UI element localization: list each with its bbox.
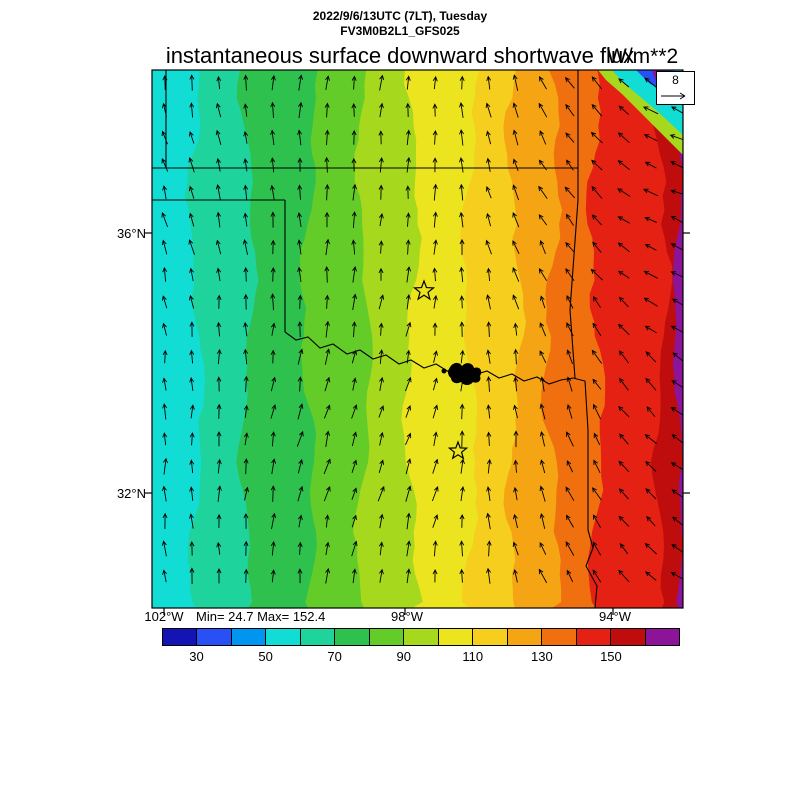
model-line: FV3M0B2L1_GFS025 <box>340 24 460 38</box>
colorbar-segment <box>335 629 370 645</box>
wind-vectors <box>161 74 683 585</box>
lat-label-36n: 36°N <box>116 226 146 241</box>
colorbar-segment <box>300 629 336 645</box>
lat-label-32n: 32°N <box>116 486 146 501</box>
map-frame <box>151 69 684 609</box>
colorbar-segment <box>438 629 474 645</box>
colorbar-tick-label: 150 <box>600 649 622 664</box>
reference-arrow-icon <box>661 92 686 100</box>
colorbar-tick-label: 30 <box>189 649 204 664</box>
lon-label-102w: 102°W <box>144 609 184 624</box>
plot-title: instantaneous surface downward shortwave… <box>165 43 635 68</box>
flux-bands <box>152 70 683 608</box>
units-label: W/m**2 <box>607 45 679 68</box>
lon-label-94w: 94°W <box>599 609 631 624</box>
colorbar-tick-label: 50 <box>258 649 273 664</box>
state-borders <box>152 70 598 608</box>
colorbar-segment <box>231 629 267 645</box>
colorbar-tick-label: 90 <box>396 649 411 664</box>
colorbar-tick-label: 110 <box>462 649 484 664</box>
colorbar-segment <box>163 629 198 645</box>
lon-label-98w: 98°W <box>391 609 423 624</box>
datetime-line: 2022/9/6/13UTC (7LT), Tuesday <box>312 9 488 23</box>
colorbar-tick-label: 70 <box>327 649 342 664</box>
colorbar-segment <box>266 629 301 645</box>
colorbar-segment <box>611 629 646 645</box>
star-markers <box>412 279 469 460</box>
colorbar-segment <box>542 629 577 645</box>
star-marker-south <box>447 440 469 460</box>
colorbar-segment <box>197 629 232 645</box>
colorbar-segment <box>507 629 543 645</box>
minmax-stats: Min= 24.7 Max= 152.4 <box>196 609 326 624</box>
axis-ticks <box>145 232 690 615</box>
colorbar-tick-label: 130 <box>531 649 553 664</box>
colorbar-segment <box>473 629 508 645</box>
lake-texoma <box>441 362 482 385</box>
colorbar-segment <box>645 629 680 645</box>
colorbar-segment <box>404 629 439 645</box>
star-marker-north <box>412 279 436 301</box>
colorbar-segment <box>369 629 405 645</box>
reference-vector-value: 8 <box>672 73 679 87</box>
colorbar-segment <box>576 629 612 645</box>
colorbar <box>162 628 680 646</box>
reference-vector-box: 8 <box>656 71 695 105</box>
